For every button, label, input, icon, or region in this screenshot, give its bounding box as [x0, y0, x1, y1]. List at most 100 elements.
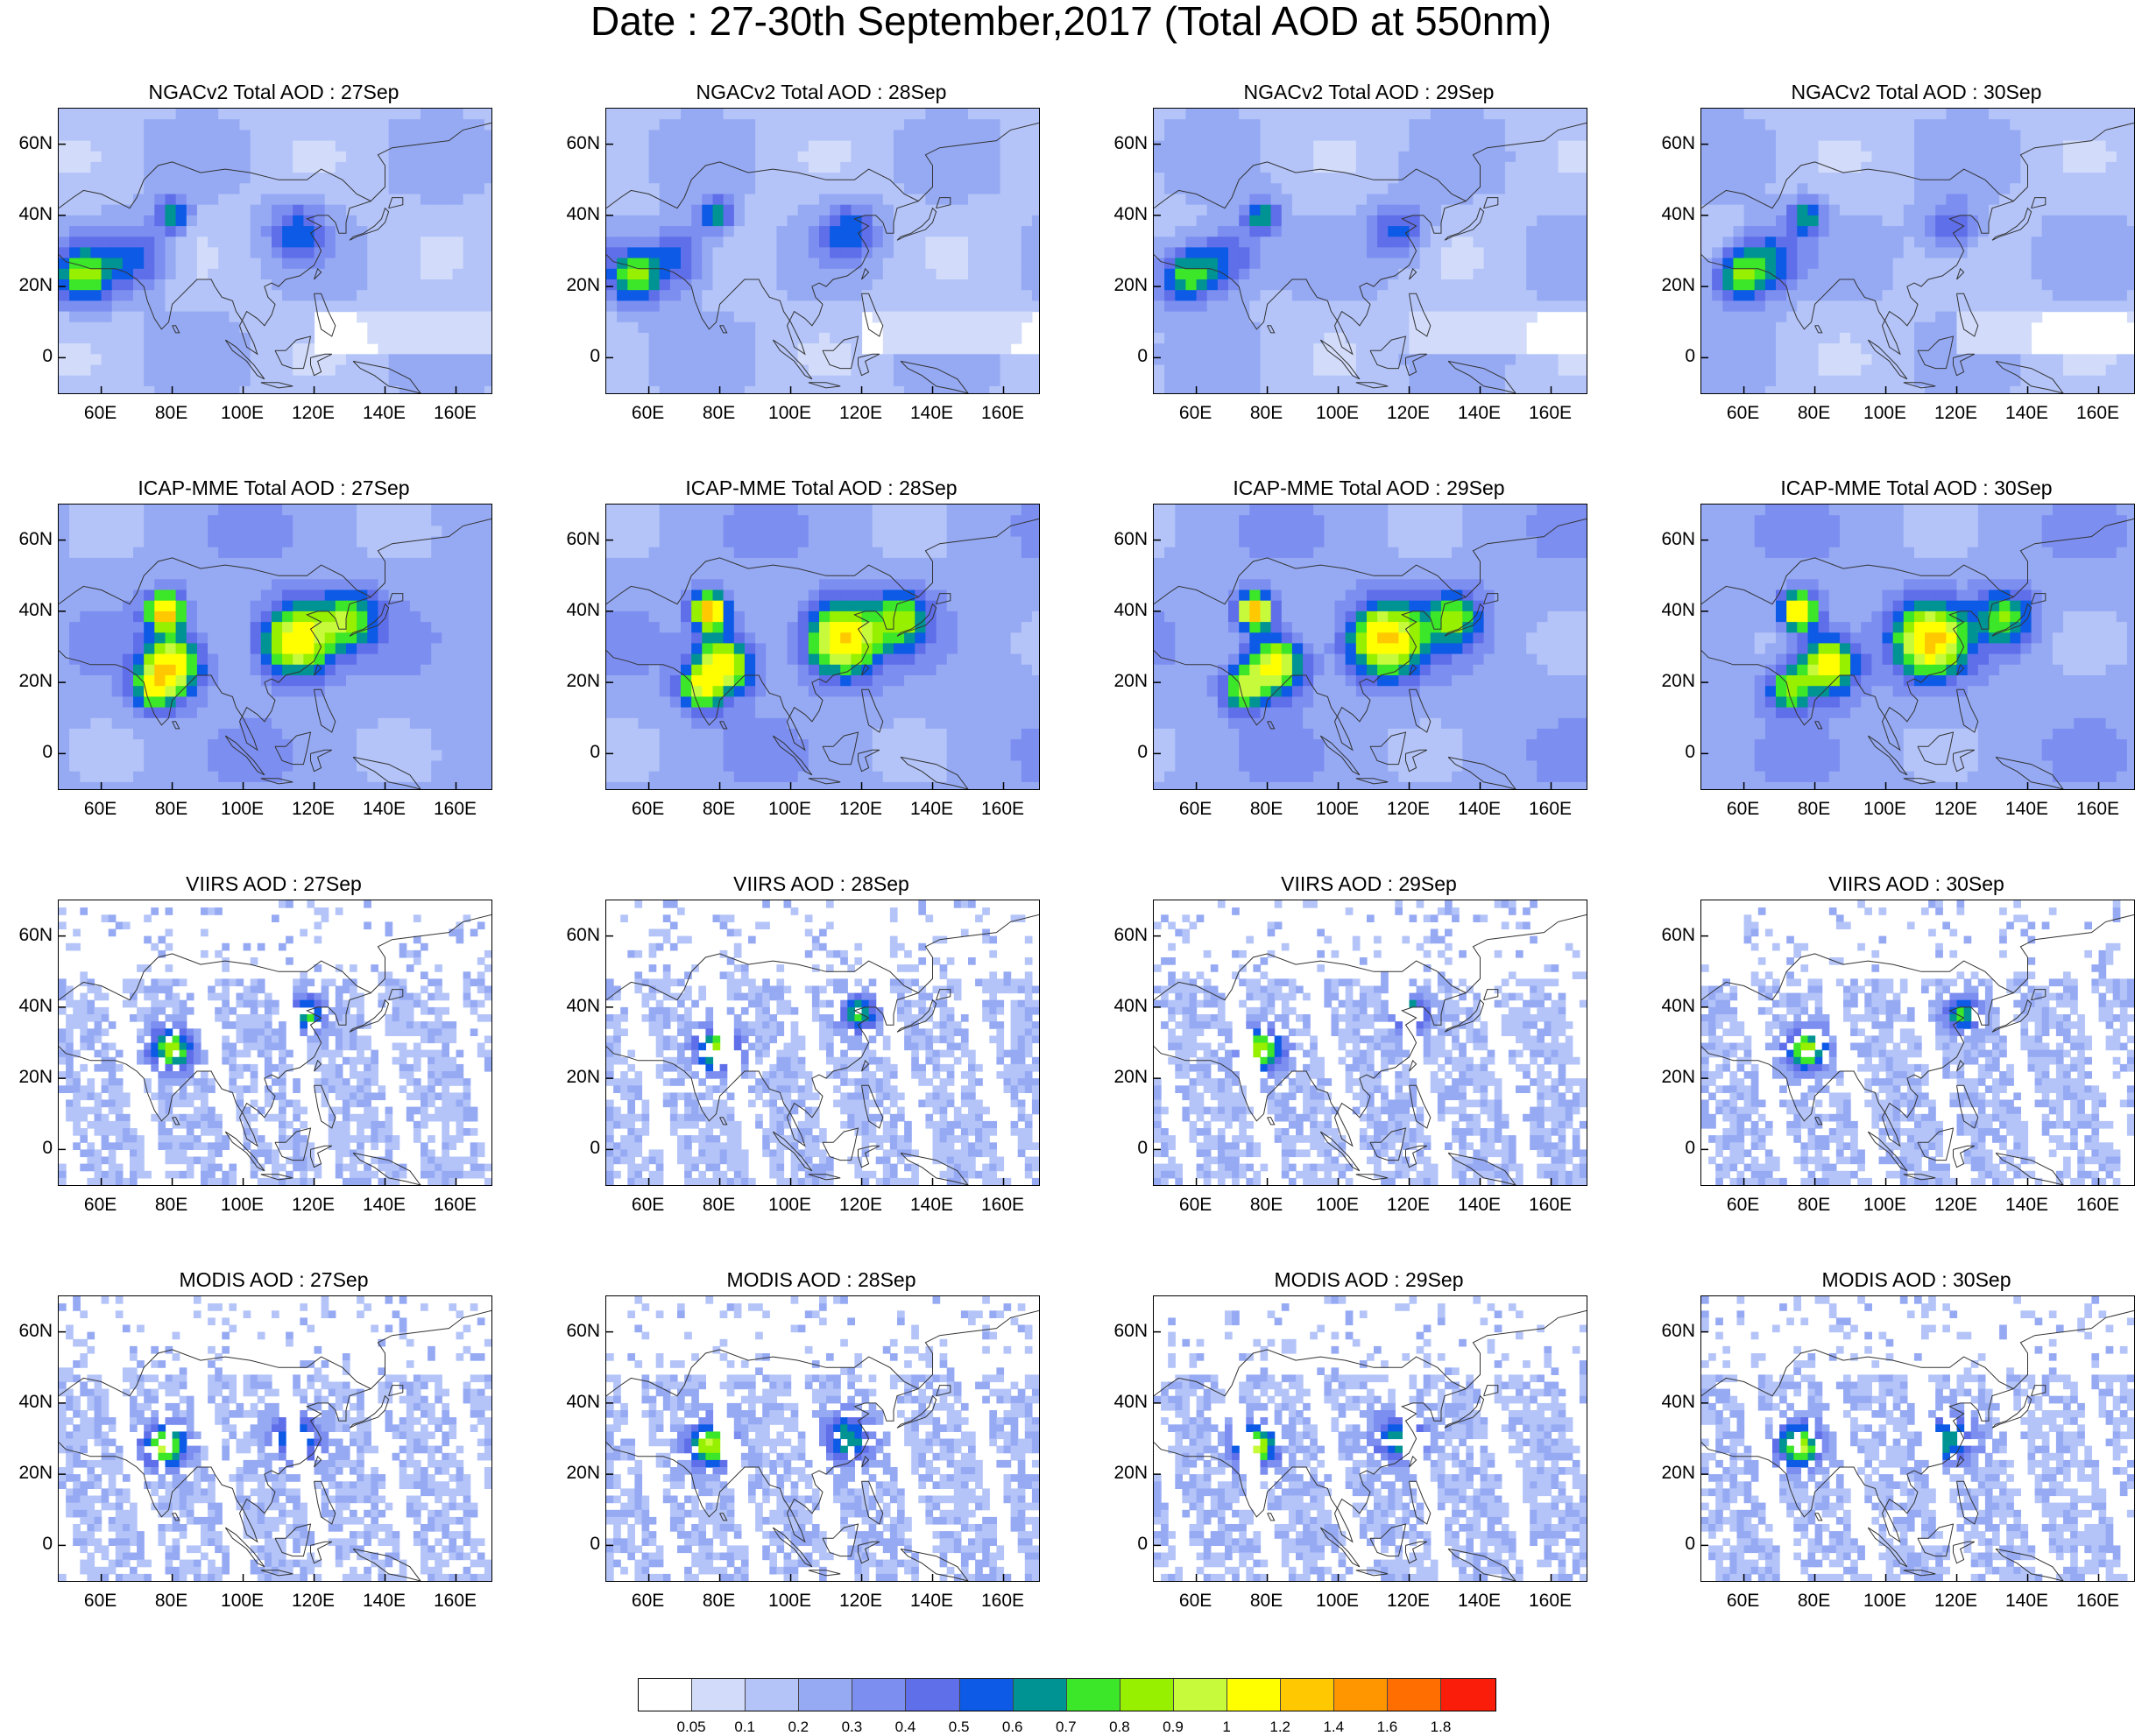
aod-cell [421, 205, 432, 216]
aod-cell [389, 152, 400, 163]
aod-cell [1829, 173, 1841, 184]
aod-cell [187, 343, 198, 355]
aod-cell [830, 226, 841, 237]
aod-cell [734, 333, 746, 344]
aod-cell [1197, 269, 1208, 280]
aod-cell [1871, 279, 1883, 291]
aod-cell [968, 173, 979, 184]
aod-cell [1797, 258, 1808, 270]
aod-cell [1452, 247, 1463, 258]
aod-cell [197, 226, 209, 237]
aod-cell [1968, 258, 1979, 270]
aod-cell [2032, 365, 2043, 377]
aod-cell [1197, 205, 1208, 216]
aod-cell [1580, 173, 1587, 184]
aod-cell [1197, 258, 1208, 270]
aod-cell [389, 119, 400, 131]
aod-cell [272, 601, 283, 612]
aod-cell [463, 558, 475, 569]
aod-cell [112, 290, 124, 301]
aod-cell [1228, 258, 1240, 270]
aod-cell [1733, 300, 1744, 312]
aod-cell [1313, 141, 1325, 152]
aod-cell [1904, 152, 1915, 163]
aod-cell [453, 333, 464, 344]
aod-cell [1000, 215, 1012, 227]
aod-cell [798, 365, 809, 377]
aod-cell [915, 173, 926, 184]
aod-cell [1324, 162, 1335, 173]
aod-cell [840, 343, 852, 355]
aod-cell [776, 109, 788, 120]
aod-cell [734, 386, 746, 393]
aod-cell [197, 526, 209, 537]
aod-cell [1398, 152, 1410, 163]
aod-cell [1388, 376, 1399, 387]
aod-cell [102, 526, 113, 537]
aod-cell [713, 194, 725, 206]
aod-cell [261, 162, 272, 173]
aod-cell [1701, 290, 1713, 301]
aod-cell [176, 141, 187, 152]
aod-cell [958, 290, 969, 301]
aod-cell [1473, 258, 1484, 270]
aod-cell [724, 205, 735, 216]
aod-cell [1733, 279, 1744, 291]
aod-cell [1011, 365, 1022, 377]
aod-cell [90, 537, 102, 548]
aod-cell [2053, 183, 2064, 194]
aod-cell [176, 247, 187, 258]
aod-cell [2020, 300, 2032, 312]
aod-cell [904, 183, 915, 194]
aod-cell [1808, 333, 1820, 344]
aod-cell [1218, 333, 1229, 344]
aod-cell [1978, 215, 1990, 227]
aod-cell [1452, 386, 1463, 393]
aod-cell [2117, 354, 2128, 365]
aod-cell [968, 376, 979, 387]
aod-cell [649, 226, 661, 237]
aod-cell [59, 279, 70, 291]
aod-cell [830, 354, 841, 365]
aod-cell [1505, 300, 1516, 312]
aod-cell [883, 376, 894, 387]
aod-cell [1441, 279, 1453, 291]
aod-cell [325, 632, 336, 644]
aod-cell [1292, 130, 1304, 141]
aod-cell [1239, 226, 1250, 237]
aod-cell [1776, 236, 1787, 248]
aod-cell [2117, 141, 2128, 152]
aod-cell [144, 601, 155, 612]
x-tick-label: 80E [689, 403, 750, 424]
aod-cell [357, 194, 368, 206]
aod-cell [968, 279, 979, 291]
aod-cell [1978, 269, 1990, 280]
aod-cell [627, 386, 639, 393]
aod-cell [389, 622, 400, 633]
aod-cell [197, 215, 209, 227]
aod-cell [830, 258, 841, 270]
aod-cell [197, 236, 209, 248]
aod-cell [144, 622, 155, 633]
aod-cell [59, 579, 70, 590]
aod-cell [133, 205, 145, 216]
aod-cell [937, 130, 948, 141]
aod-cell [1957, 205, 1969, 216]
aod-cell [197, 269, 209, 280]
aod-cell [240, 611, 251, 623]
aod-cell [798, 236, 809, 248]
aod-cell [293, 152, 304, 163]
aod-cell [1712, 236, 1723, 248]
aod-cell [282, 547, 293, 559]
aod-cell [851, 247, 862, 258]
aod-cell [1324, 236, 1335, 248]
aod-cell [873, 354, 884, 365]
aod-cell [80, 632, 91, 644]
aod-cell [1271, 183, 1283, 194]
aod-cell [2053, 215, 2064, 227]
aod-cell [1904, 365, 1915, 377]
aod-cell [904, 269, 915, 280]
aod-cell [399, 590, 411, 602]
aod-cell [315, 376, 326, 387]
aod-cell [197, 537, 209, 548]
